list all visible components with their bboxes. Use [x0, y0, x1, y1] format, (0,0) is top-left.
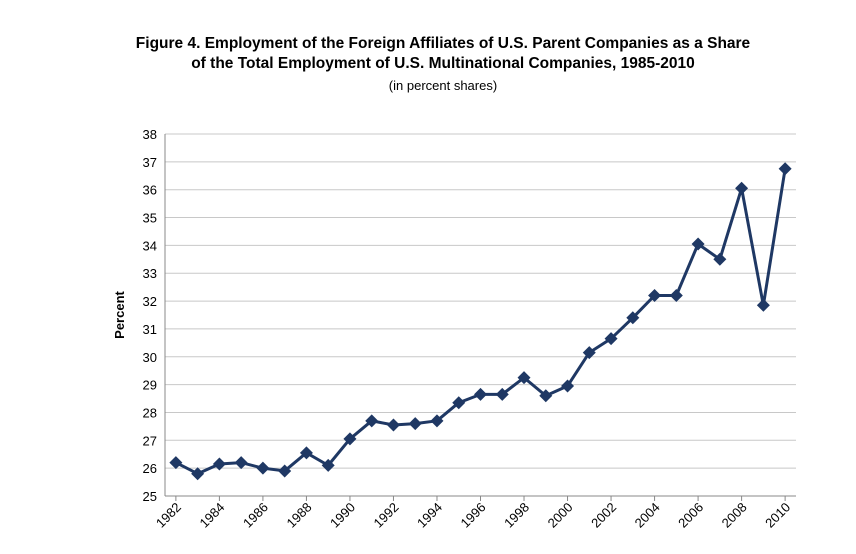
data-point-marker — [321, 458, 335, 472]
y-tick-label: 34 — [143, 238, 157, 253]
data-point-marker — [561, 379, 575, 393]
data-point-marker — [408, 417, 422, 431]
series-line — [175, 168, 787, 476]
y-tick-label: 28 — [143, 405, 157, 420]
x-tick-label: 2000 — [545, 500, 576, 531]
x-tick-label: 1984 — [196, 500, 227, 531]
x-tick-label: 1996 — [458, 500, 489, 531]
y-tick-label: 30 — [143, 350, 157, 365]
data-point-marker — [756, 298, 770, 312]
y-tick-label: 36 — [143, 183, 157, 198]
x-tick-label: 1994 — [414, 500, 445, 531]
data-point-marker — [386, 418, 400, 432]
data-point-marker — [474, 387, 487, 401]
y-tick-label: 26 — [143, 461, 157, 476]
chart-title-line-1: Figure 4. Employment of the Foreign Affi… — [135, 35, 751, 52]
chart-title-block: Figure 4. Employment of the Foreign Affi… — [0, 34, 856, 93]
y-tick-label: 25 — [143, 489, 157, 504]
data-point-marker — [604, 332, 618, 346]
data-point-marker — [278, 464, 292, 478]
data-point-marker — [735, 181, 749, 195]
data-point-marker — [669, 289, 683, 303]
data-point-marker — [169, 456, 183, 470]
x-tick-label: 1992 — [371, 500, 402, 531]
data-point-marker — [691, 237, 705, 251]
y-tick-label: 29 — [143, 378, 157, 393]
data-point-marker — [778, 162, 792, 176]
x-tick-label: 2008 — [719, 500, 750, 531]
x-tick-label: 1998 — [501, 500, 532, 531]
data-point-marker — [191, 467, 205, 481]
data-point-marker — [256, 461, 270, 475]
x-tick-label: 1990 — [327, 500, 358, 531]
x-tick-label: 1986 — [240, 500, 271, 531]
data-point-marker — [517, 371, 531, 385]
x-tick-label: 1982 — [153, 500, 184, 531]
data-point-marker — [495, 387, 509, 401]
data-point-marker — [212, 457, 226, 471]
gridlines — [164, 133, 796, 497]
chart-subtitle: (in percent shares) — [388, 78, 498, 93]
data-point-marker — [626, 311, 640, 325]
data-point-marker — [234, 456, 248, 470]
x-tick-label: 2002 — [588, 500, 619, 531]
y-tick-label: 35 — [143, 211, 157, 226]
data-point-marker — [713, 252, 727, 266]
series-layer — [169, 162, 792, 481]
data-point-marker — [299, 446, 313, 460]
y-tick-label: 33 — [143, 266, 157, 281]
y-tick-label: 27 — [143, 433, 157, 448]
x-axis-ticks: 1982 1984 1986 1988 1990 1992 1994 1996 1998 2000… — [153, 496, 793, 531]
y-tick-label: 31 — [143, 322, 157, 337]
x-tick-label: 2010 — [762, 500, 793, 531]
data-point-marker — [365, 414, 379, 428]
data-point-marker — [648, 289, 662, 303]
x-tick-label: 2006 — [675, 500, 706, 531]
data-point-marker — [343, 432, 357, 446]
x-tick-label: 2004 — [632, 500, 663, 531]
y-axis-label: Percent — [112, 290, 127, 338]
y-tick-label: 38 — [143, 127, 157, 142]
y-axis-ticks: 25 26 27 28 29 30 31 32 33 34 35 36 37 38 — [143, 127, 157, 504]
y-tick-label: 37 — [143, 155, 157, 170]
x-tick-label: 1988 — [283, 500, 314, 531]
y-tick-label: 32 — [143, 294, 157, 309]
data-point-marker — [452, 396, 466, 410]
data-point-marker — [582, 346, 596, 360]
chart-title-line-2: of the Total Employment of U.S. Multinat… — [191, 55, 695, 72]
data-point-marker — [539, 389, 553, 403]
data-point-marker — [430, 414, 444, 428]
